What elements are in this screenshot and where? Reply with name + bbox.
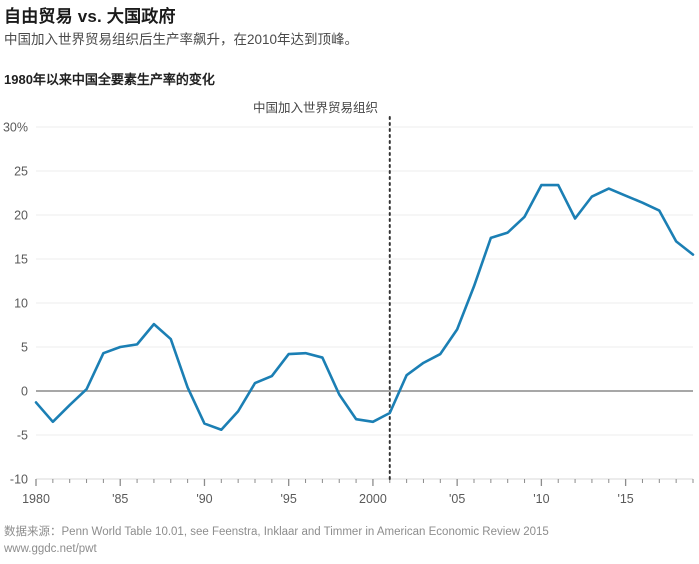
chart-plot-area: 中国加入世界贸易组织 -10 -5 0 5 10 15 20 25 30% 1980 '85 '90 '… bbox=[0, 100, 699, 512]
source-url: www.ggdc.net/pwt bbox=[4, 543, 97, 555]
source-note: 数据来源：Penn World Table 10.01, see Feenstr… bbox=[4, 526, 549, 538]
data-line-series bbox=[34, 183, 695, 432]
y-axis-tick-label: 25 bbox=[14, 165, 28, 179]
y-axis-tick-label: 30% bbox=[3, 121, 28, 135]
x-axis-tick-label: 1980 bbox=[22, 492, 50, 506]
x-axis-tick-label: '05 bbox=[449, 492, 465, 506]
wto-annotation-label: 中国加入世界贸易组织 bbox=[253, 101, 379, 115]
y-axis-tick-label: 5 bbox=[21, 341, 28, 355]
x-axis-tick-label: '10 bbox=[533, 492, 549, 506]
y-axis-tick-label: -10 bbox=[10, 473, 28, 487]
x-axis-tick-label: '90 bbox=[196, 492, 212, 506]
y-axis-tick-label: 0 bbox=[21, 385, 28, 399]
x-axis-tick-label: 2000 bbox=[359, 492, 387, 506]
footer: 数据来源：Penn World Table 10.01, see Feenstr… bbox=[4, 524, 698, 558]
y-axis-tick-label: -5 bbox=[17, 429, 28, 443]
x-axis-tick-label: '15 bbox=[617, 492, 633, 506]
x-axis-tick-label: '95 bbox=[281, 492, 297, 506]
x-axis-tick-label: '85 bbox=[112, 492, 128, 506]
page-title: 自由贸易 vs. 大国政府 bbox=[4, 7, 176, 26]
y-axis-tick-label: 15 bbox=[14, 253, 28, 267]
header: 自由贸易 vs. 大国政府 中国加入世界贸易组织后生产率飙升，在2010年达到顶… bbox=[4, 6, 694, 50]
page-subtitle: 中国加入世界贸易组织后生产率飙升，在2010年达到顶峰。 bbox=[4, 32, 359, 47]
y-axis-tick-label: 10 bbox=[14, 297, 28, 311]
chart-title: 1980年以来中国全要素生产率的变化 bbox=[4, 72, 215, 87]
y-axis-tick-label: 20 bbox=[14, 209, 28, 223]
line-chart: -10 -5 0 5 10 15 20 25 30% 1980 '85 '90 '95 2000 '05 '1… bbox=[3, 116, 695, 506]
